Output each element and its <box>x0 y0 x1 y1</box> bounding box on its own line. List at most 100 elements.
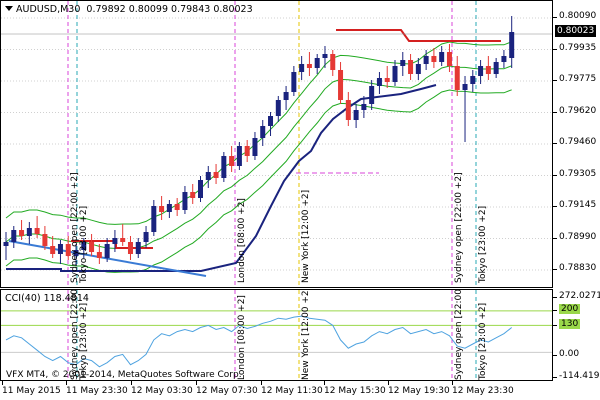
cci-label: CCI(40) 118.4814 <box>5 293 89 304</box>
candle-body <box>260 126 266 138</box>
candle-body <box>423 56 429 64</box>
candle-body <box>493 62 499 74</box>
candle-body <box>143 232 149 242</box>
upper-band-line <box>5 41 512 225</box>
copyright-text: VFX MT4, © 2001-2014, MetaQuotes Softwar… <box>6 370 242 380</box>
candle-body <box>291 72 297 92</box>
candle-body <box>89 242 95 252</box>
candle-body <box>470 76 476 84</box>
candle-body <box>166 204 172 212</box>
candle-body <box>338 70 344 100</box>
candle-body <box>400 60 406 66</box>
candle-body <box>353 110 359 120</box>
candle-body <box>159 206 165 212</box>
cci-axis: 272.0271 200 130 0.00 -114.4199 <box>552 289 600 381</box>
time-tick: 12 May 03:30 <box>131 381 193 396</box>
candle-body <box>151 206 157 232</box>
candle-body <box>369 86 375 104</box>
session-label: Tokyo [23:00 +2] <box>478 302 488 380</box>
price-tick: 0.79460 <box>552 137 597 147</box>
candle-body <box>174 204 180 210</box>
candle-body <box>81 242 87 250</box>
candle-body <box>34 228 40 234</box>
price-chart-panel[interactable]: AUDUSD,M30 0.79892 0.80099 0.79843 0.800… <box>0 0 553 288</box>
candle-body <box>213 172 219 178</box>
chart-header: AUDUSD,M30 0.79892 0.80099 0.79843 0.800… <box>5 4 253 15</box>
candle-body <box>198 180 203 198</box>
session-label: London [08:00 +2] <box>237 295 247 380</box>
time-axis: 11 May 2015 11 May 23:30 12 May 03:30 12 Ma… <box>0 381 553 400</box>
candle-body <box>485 66 491 74</box>
candle-body <box>384 78 390 82</box>
candle-body <box>454 66 460 90</box>
price-tick: 0.79620 <box>552 105 597 116</box>
symbol-timeframe: AUDUSD,M30 <box>16 4 81 15</box>
time-tick: 12 May 23:30 <box>452 381 514 396</box>
time-tick: 12 May 11:30 <box>261 381 323 396</box>
session-label: London [08:00 +2] <box>237 198 247 283</box>
candle-body <box>509 32 515 58</box>
price-chart-canvas[interactable] <box>1 1 553 288</box>
candle-body <box>229 156 235 166</box>
time-tick: 12 May 15:30 <box>324 381 386 396</box>
candle-body <box>415 64 421 74</box>
current-price-label: 0.80023 <box>555 25 597 37</box>
trend-step-line <box>6 84 437 272</box>
candle-body <box>361 104 367 110</box>
price-axis: 0.80090 0.79935 0.79775 0.79620 0.79460 0.793… <box>552 0 600 288</box>
candle-body <box>190 192 196 198</box>
candle-body <box>299 64 305 72</box>
candle-body <box>205 172 211 180</box>
candle-body <box>275 100 281 116</box>
candle-body <box>283 92 289 100</box>
candle-body <box>127 242 133 254</box>
price-tick: 0.79145 <box>552 200 597 210</box>
price-tick: 0.78830 <box>552 263 597 273</box>
candle-body <box>314 58 320 68</box>
session-label: New York [12:00 +2] <box>301 289 311 380</box>
candle-body <box>104 244 110 258</box>
cci-indicator-panel[interactable]: CCI(40) 118.4814 Sydney open [22:00 +2] T… <box>0 289 553 381</box>
price-tick: 0.80090 <box>552 11 597 21</box>
candle-body <box>73 250 79 256</box>
candle-body <box>306 64 312 68</box>
candle-body <box>3 242 9 246</box>
candle-body <box>221 156 227 178</box>
candle-body <box>42 234 48 246</box>
lower-band-line <box>5 89 512 273</box>
candle-body <box>376 78 382 86</box>
candle-body <box>135 242 141 254</box>
candle-body <box>19 230 25 236</box>
session-label: New York [12:00 +2] <box>301 189 311 283</box>
candle-body <box>392 66 398 82</box>
candle-body <box>322 54 328 58</box>
chart-menu-icon[interactable] <box>5 6 13 11</box>
candles <box>3 16 515 266</box>
candle-body <box>408 60 414 74</box>
candle-body <box>182 192 188 210</box>
candle-body <box>65 244 71 256</box>
price-tick: 0.79775 <box>552 74 597 84</box>
candle-body <box>244 146 250 156</box>
time-tick: 12 May 19:30 <box>388 381 450 396</box>
time-tick: 12 May 07:30 <box>196 381 258 396</box>
cci-canvas[interactable] <box>1 290 553 381</box>
time-tick: 11 May 23:30 <box>66 381 128 396</box>
resistance-line-right <box>336 29 501 42</box>
candle-body <box>462 84 468 90</box>
cci-tick: 272.0271 <box>553 291 600 301</box>
candle-body <box>345 100 351 120</box>
candle-body <box>57 244 63 254</box>
resistance-line-left <box>71 240 153 249</box>
candle-body <box>26 228 32 236</box>
candle-body <box>252 138 258 156</box>
candle-body <box>268 116 274 126</box>
ohlc-values: 0.79892 0.80099 0.79843 0.80023 <box>86 4 253 15</box>
candle-body <box>446 52 452 66</box>
session-label: Tokyo [23:00 +2] <box>79 205 89 283</box>
candle-body <box>120 238 126 242</box>
session-label: Sydney open [22:00 +2] <box>454 172 464 283</box>
candle-body <box>50 246 56 254</box>
candle-body <box>439 52 445 62</box>
time-tick: 11 May 2015 <box>2 381 61 396</box>
